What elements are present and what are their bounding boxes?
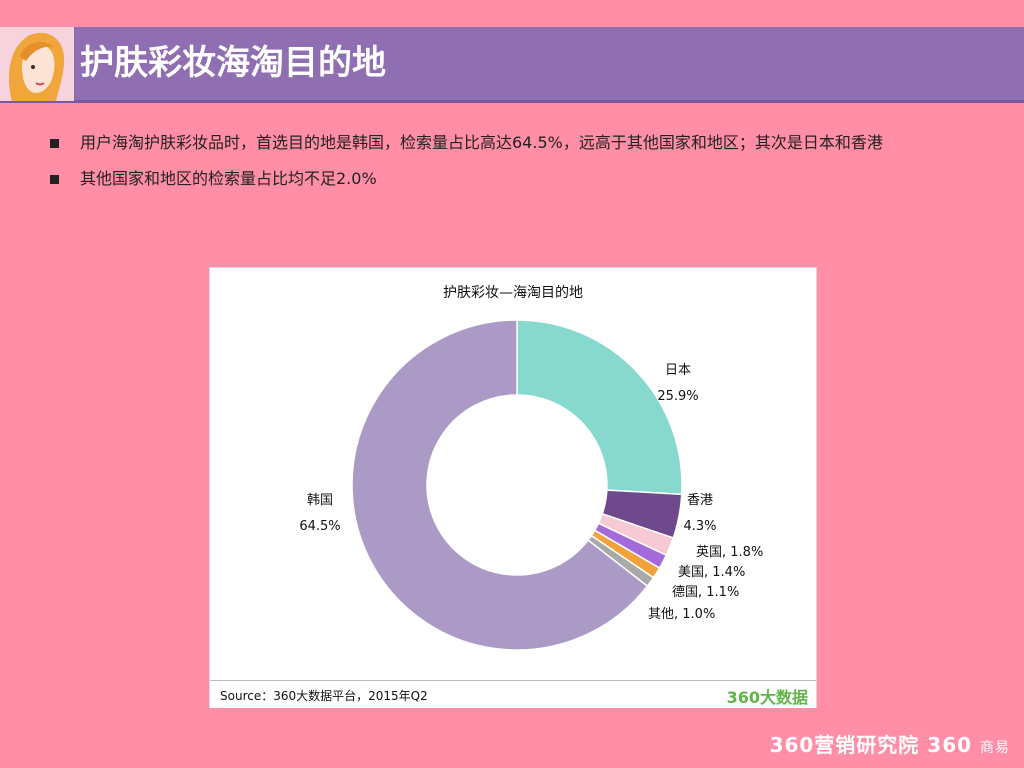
bullet-item: 用户海淘护肤彩妆品时，首选目的地是韩国，检索量占比高达64.5%，远高于其他国家… [50,128,990,158]
slice-label: 其他, 1.0% [648,607,715,622]
header-bar [0,27,1024,101]
source-text: Source：360大数据平台，2015年Q2 [220,689,428,703]
slice-label: 香港 [687,493,713,508]
bullet-text: 其他国家和地区的检索量占比均不足2.0% [80,169,377,188]
bullet-marker-icon [50,175,59,184]
donut-slice-0 [516,319,683,496]
slice-value-label: 25.9% [657,389,698,404]
bullet-marker-icon [50,139,59,148]
brand-footer: 360营销研究院 360 商易 [770,729,1010,758]
source-logo: 360大数据 [726,688,808,707]
brand-sub: 商易 [980,740,1010,756]
slice-value-label: 64.5% [299,519,340,534]
page-title: 护肤彩妆海淘目的地 [80,43,386,83]
slice-value-label: 4.3% [683,519,716,534]
bullet-list: 用户海淘护肤彩妆品时，首选目的地是韩国，检索量占比高达64.5%，远高于其他国家… [50,128,990,194]
donut-chart: 日本 25.9% 香港 4.3% 英国, 1.8% 美国, 1.4% 德国, 1.1% 其他,… [299,319,763,651]
chart-title: 护肤彩妆—海淘目的地 [443,285,583,301]
bullet-text: 用户海淘护肤彩妆品时，首选目的地是韩国，检索量占比高达64.5%，远高于其他国家… [80,133,883,152]
slice-label: 韩国 [307,493,333,508]
slice-label: 日本 [665,363,691,378]
chart-footer: Source：360大数据平台，2015年Q2 360大数据 [210,680,816,708]
brand-main: 360营销研究院 360 [769,733,973,757]
slice-label: 美国, 1.4% [678,565,745,580]
avatar-illustration [0,27,74,101]
donut-slice-6 [351,319,649,651]
chart-panel: 护肤彩妆—海淘目的地 日本 25.9% 香港 4.3% 英国, 1.8% 美国, 1.4%… [209,267,817,708]
header-shadow [0,100,1024,103]
slice-label: 英国, 1.8% [696,545,763,560]
bullet-item: 其他国家和地区的检索量占比均不足2.0% [50,164,990,194]
slice-label: 德国, 1.1% [672,585,739,600]
